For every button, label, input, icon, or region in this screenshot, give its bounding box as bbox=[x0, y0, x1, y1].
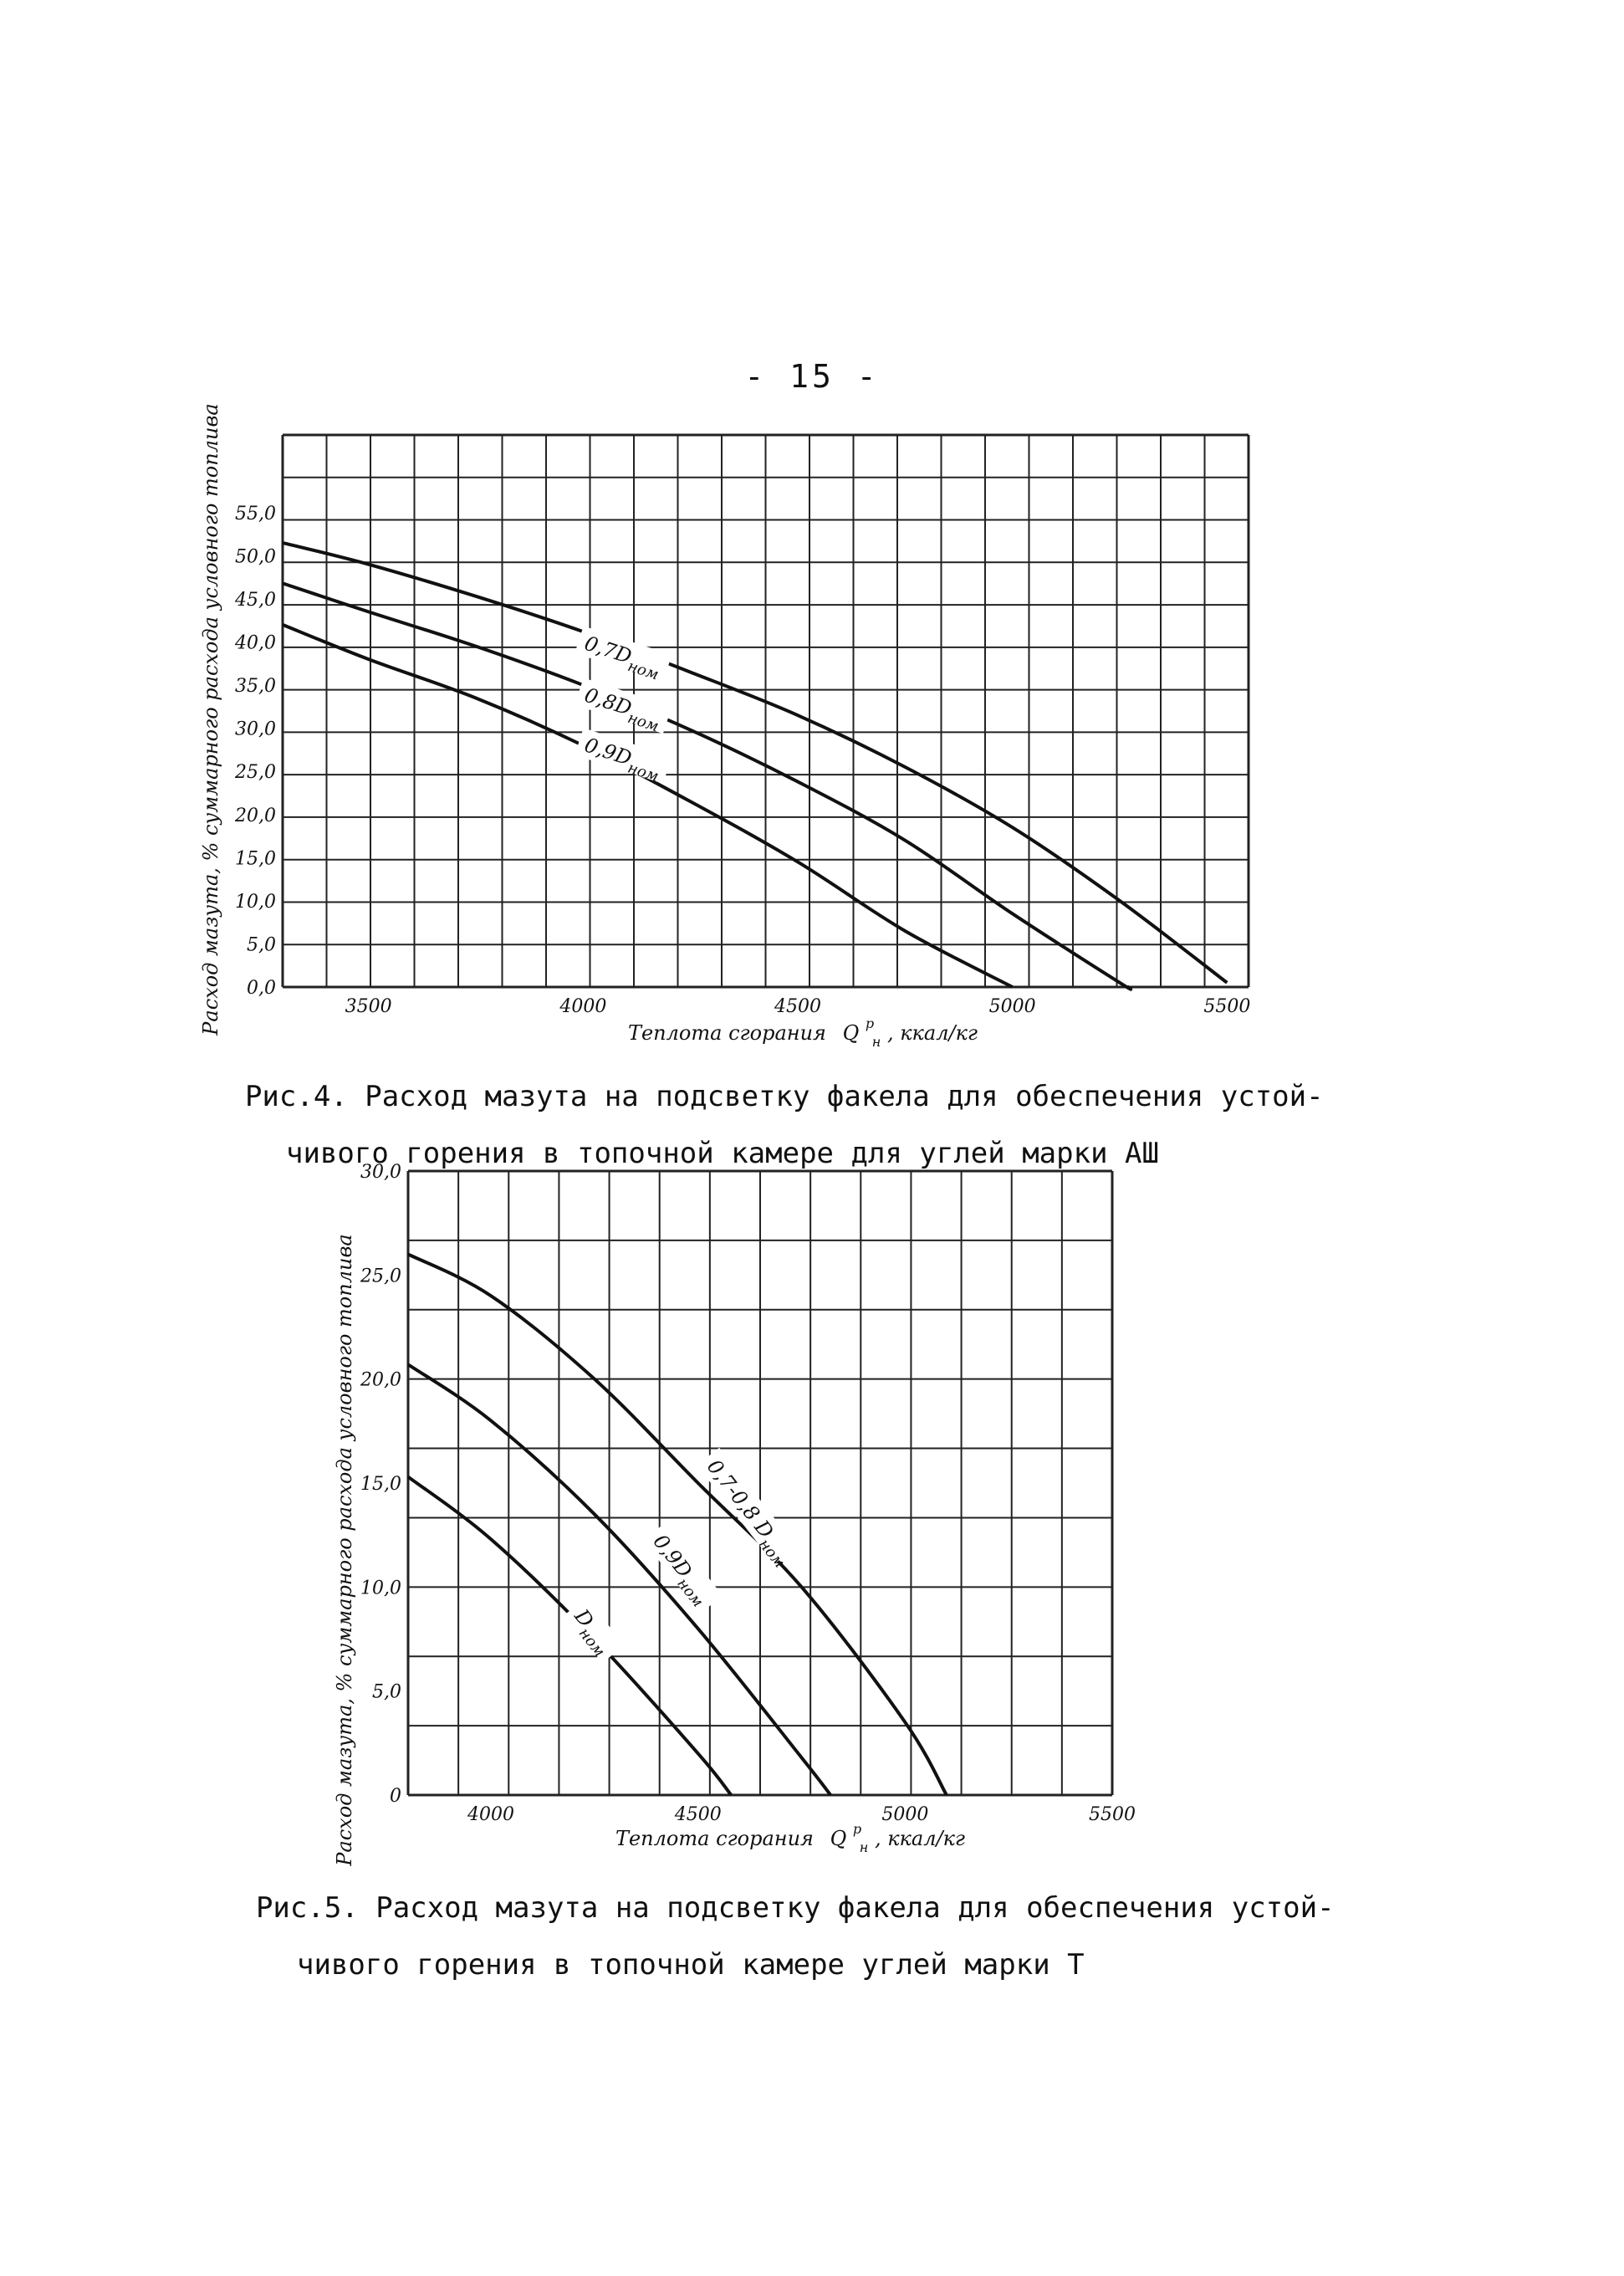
chart-fig4: 0,0 5,0 10,0 15,0 20,0 25,0 30,0 35,0 40,0 45,0 50… bbox=[199, 403, 1250, 1051]
series-label-bg bbox=[642, 1522, 723, 1614]
x-tick-label: 5000 bbox=[989, 996, 1036, 1017]
caption-fig5-line1: Рис.5. Расход мазута на подсветку факела… bbox=[255, 1891, 1335, 1925]
series-line-3 bbox=[406, 1475, 733, 1797]
series-line-1 bbox=[407, 1252, 948, 1796]
y-tick-label: 25,0 bbox=[234, 762, 276, 783]
x-axis-label-sub: н bbox=[872, 1034, 881, 1050]
x-axis-label-unit: , ккал/кг bbox=[887, 1021, 978, 1045]
y-tick-label: 0,0 bbox=[247, 978, 276, 999]
caption-fig4-line1: Рис.4. Расход мазута на подсветку факела… bbox=[244, 1080, 1324, 1113]
x-axis-label-text: Теплота сгорания bbox=[615, 1827, 814, 1850]
chart-fig5: 0 5,0 10,0 15,0 20,0 25,0 30,0 4000 4500 5000 550… bbox=[333, 1162, 1136, 1867]
series-label-bg bbox=[575, 678, 672, 734]
x-axis-label-unit: , ккал/кг bbox=[875, 1827, 965, 1850]
page-number: - 15 - bbox=[744, 358, 880, 395]
y-tick-label: 45,0 bbox=[234, 590, 276, 611]
x-axis-label-sup: p bbox=[853, 1821, 861, 1837]
y-axis-label: Расход мазута, % суммарного расхода усло… bbox=[199, 403, 222, 1036]
x-axis-label: Теплота сгорания Q p н , ккал/кг bbox=[628, 1010, 978, 1051]
y-tick-label: 10,0 bbox=[235, 892, 276, 913]
series-line-2 bbox=[282, 581, 1133, 991]
x-tick-label: 4000 bbox=[559, 996, 606, 1017]
x-tick-label: 4500 bbox=[774, 996, 821, 1017]
caption-fig5: Рис.5. Расход мазута на подсветку факела… bbox=[222, 1865, 1335, 2007]
y-tick-label: 15,0 bbox=[360, 1474, 401, 1495]
x-axis-label-symbol: Q bbox=[843, 1021, 860, 1045]
y-tick-label: 55,0 bbox=[235, 504, 276, 524]
series-label-bg bbox=[564, 1597, 625, 1664]
x-tick-label: 5000 bbox=[881, 1804, 928, 1825]
x-tick-label: 4000 bbox=[467, 1804, 514, 1825]
y-tick-label: 20,0 bbox=[234, 806, 276, 826]
series-label-bg bbox=[575, 728, 672, 784]
x-tick-label: 5500 bbox=[1089, 1804, 1136, 1825]
caption-fig4-line2: чивого горения в топочной камере для угл… bbox=[286, 1137, 1159, 1170]
y-tick-label: 15,0 bbox=[235, 848, 276, 869]
y-tick-label: 35,0 bbox=[235, 676, 276, 697]
y-tick-label: 5,0 bbox=[372, 1682, 401, 1703]
series-label-bg bbox=[697, 1447, 797, 1564]
x-axis-label-sub: н bbox=[860, 1839, 869, 1855]
y-tick-label: 30,0 bbox=[360, 1162, 401, 1183]
series-line-2 bbox=[406, 1363, 832, 1797]
x-axis-label-symbol: Q bbox=[830, 1827, 847, 1850]
y-tick-label: 10,0 bbox=[360, 1578, 401, 1598]
x-axis-label: Теплота сгорания Q p н , ккал/кг bbox=[615, 1815, 965, 1857]
x-axis-label-sup: p bbox=[866, 1015, 874, 1031]
series-line-1 bbox=[282, 540, 1228, 985]
x-axis-label-text: Теплота сгорания bbox=[628, 1021, 826, 1045]
y-axis-label: Расход мазута, % суммарного расхода усло… bbox=[333, 1234, 356, 1866]
x-tick-label: 4500 bbox=[674, 1804, 722, 1825]
y-tick-label: 40,0 bbox=[234, 633, 276, 654]
caption-fig4: Рис.4. Расход мазута на подсветку факела… bbox=[211, 1054, 1324, 1196]
y-tick-label: 20,0 bbox=[360, 1370, 401, 1391]
y-tick-label: 25,0 bbox=[360, 1266, 401, 1286]
y-tick-label: 50,0 bbox=[235, 546, 276, 567]
y-tick-label: 0 bbox=[390, 1786, 401, 1807]
series-label-1: 0,7-0,8 Dном bbox=[697, 1455, 797, 1572]
series-line-3 bbox=[282, 623, 1014, 989]
caption-fig5-line2: чивого горения в топочной камере углей м… bbox=[297, 1948, 1085, 1982]
y-tick-label: 30,0 bbox=[235, 719, 276, 740]
x-tick-label: 5500 bbox=[1203, 996, 1250, 1017]
x-tick-label: 3500 bbox=[345, 996, 392, 1017]
y-tick-label: 5,0 bbox=[247, 934, 276, 955]
series-label-bg bbox=[575, 626, 672, 683]
